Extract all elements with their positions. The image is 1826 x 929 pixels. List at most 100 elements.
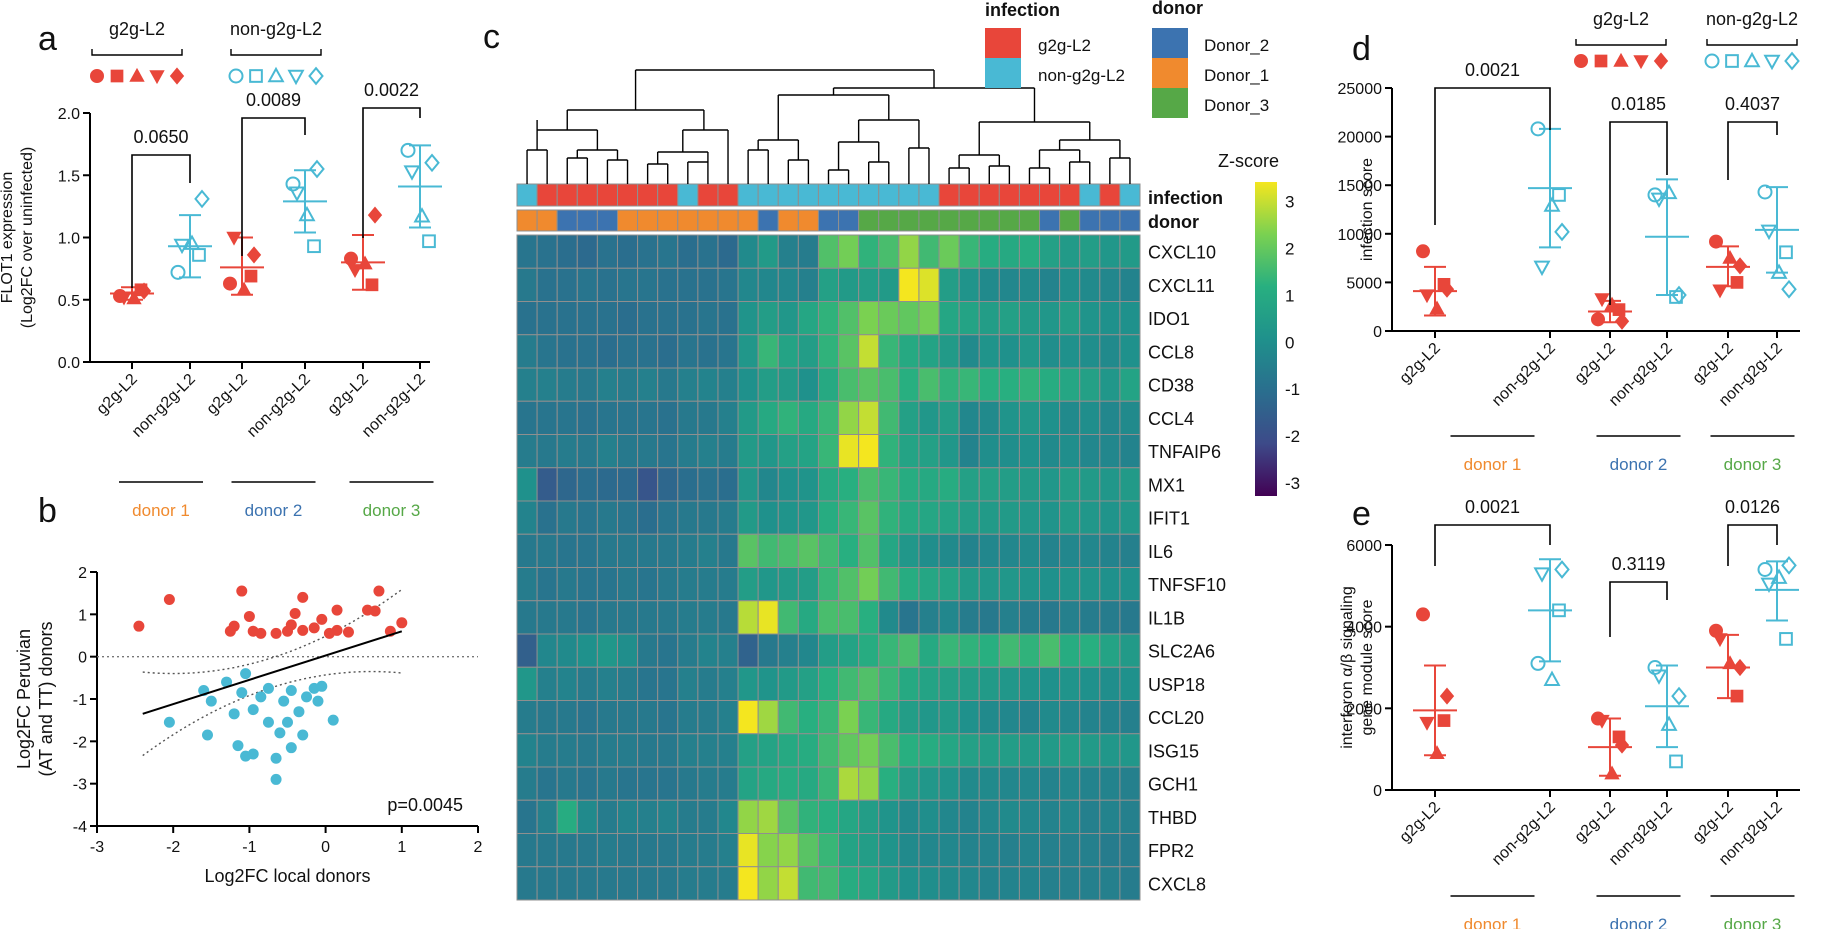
legend-marker (1653, 52, 1669, 70)
heatmap-cell (1119, 766, 1141, 801)
heatmap-cell (757, 267, 779, 302)
donor-track-cell (757, 209, 779, 232)
infection-track-cell (536, 183, 558, 207)
heatmap-cell (576, 733, 598, 768)
y-tick-label: 0 (1373, 324, 1382, 341)
data-point (1439, 687, 1455, 705)
donor-track-cell (797, 209, 819, 232)
heatmap-cell (838, 467, 860, 502)
heatmap-cell (858, 434, 880, 469)
panel-label-e: e (1352, 495, 1371, 533)
heatmap-cell (616, 666, 639, 701)
heatmap-cell (616, 833, 639, 868)
heatmap-cell (677, 334, 699, 369)
data-point (1660, 183, 1678, 200)
heatmap-cell (797, 367, 819, 402)
data-point (1439, 280, 1455, 298)
data-point (1533, 260, 1551, 277)
heatmap-cell (536, 301, 558, 336)
heatmap-cell (516, 334, 538, 369)
infection-track-cell (1119, 183, 1141, 207)
heatmap-cell (998, 467, 1020, 502)
heatmap-cell (817, 833, 840, 868)
heatmap-cell (878, 334, 900, 369)
y-tick-label: -2 (73, 734, 87, 751)
heatmap-cell (998, 567, 1020, 602)
heatmap-cell (1039, 434, 1061, 469)
heatmap-cell (878, 434, 900, 469)
legend-marker (1574, 54, 1588, 68)
gene-label: USP18 (1148, 675, 1205, 695)
heatmap-cell (958, 500, 980, 535)
heatmap-cell (797, 533, 819, 568)
gene-label: GCH1 (1148, 775, 1198, 795)
infection-track-cell (978, 183, 1000, 207)
infection-track-cell (1039, 183, 1061, 207)
donor-track-cell (536, 209, 558, 232)
heatmap-cell (596, 700, 618, 735)
gene-label: THBD (1148, 808, 1197, 828)
red-data-point (289, 607, 301, 619)
heatmap-cell (556, 600, 578, 635)
x-tick-label: g2g-L2 (1690, 340, 1737, 387)
heatmap-cell (998, 267, 1020, 302)
heatmap-cell (616, 467, 639, 502)
heatmap-cell (918, 666, 940, 701)
heatmap-cell (737, 766, 759, 801)
heatmap-cell (556, 766, 578, 801)
p-value-annotation: p=0.0045 (387, 795, 463, 815)
heatmap-cell (657, 500, 679, 535)
heatmap-cell (717, 633, 739, 668)
heatmap-cell (757, 666, 779, 701)
heatmap-cell (616, 533, 639, 568)
confidence-band-upper (142, 588, 403, 675)
heatmap-cell (918, 733, 940, 768)
heatmap-cell (516, 434, 538, 469)
data-point (1530, 655, 1546, 671)
heatmap-cell (616, 567, 639, 602)
heatmap-cell (536, 633, 558, 668)
heatmap-cell (637, 267, 659, 302)
heatmap-cell (777, 301, 799, 336)
legend-marker (249, 69, 263, 83)
legend-marker (267, 66, 285, 83)
heatmap-cell (777, 567, 799, 602)
data-point (1730, 276, 1744, 289)
heatmap-cell (637, 633, 659, 668)
heatmap-cell (817, 799, 840, 834)
heatmap-cell (1039, 633, 1061, 668)
heatmap-cell (677, 766, 699, 801)
heatmap-cell (978, 533, 1000, 568)
data-point (1779, 632, 1793, 646)
data-point (223, 276, 237, 291)
track-label-donor: donor (1148, 212, 1199, 232)
donor-label: donor 1 (1464, 455, 1522, 474)
legend-marker (90, 69, 104, 83)
heatmap-cell (1119, 666, 1141, 701)
heatmap-cell (797, 733, 819, 768)
heatmap-cell (1018, 799, 1041, 834)
y-tick-label: 6000 (1346, 538, 1382, 555)
blue-data-point (285, 742, 297, 754)
heatmap-cell (1039, 533, 1061, 568)
heatmap-cell (596, 799, 618, 834)
heatmap-cell (677, 301, 699, 336)
heatmap-cell (838, 267, 860, 302)
x-tick-label: g2g-L2 (1397, 799, 1444, 846)
blue-data-point (327, 714, 339, 726)
heatmap-cell (838, 334, 860, 369)
heatmap-cell (777, 400, 799, 435)
heatmap-cell (536, 866, 558, 901)
infection-track-cell (616, 183, 639, 207)
gene-label: CXCL11 (1148, 276, 1215, 296)
donor-label: donor 1 (1464, 915, 1522, 929)
heatmap-cell (918, 866, 940, 901)
heatmap-cell (556, 400, 578, 435)
donor-track-cell (878, 209, 900, 232)
heatmap-cell (637, 533, 659, 568)
heatmap-cell (1018, 400, 1041, 435)
legend-marker (1725, 54, 1739, 68)
heatmap-cell (757, 500, 779, 535)
red-data-point (228, 620, 240, 632)
infection-track-cell (797, 183, 819, 207)
